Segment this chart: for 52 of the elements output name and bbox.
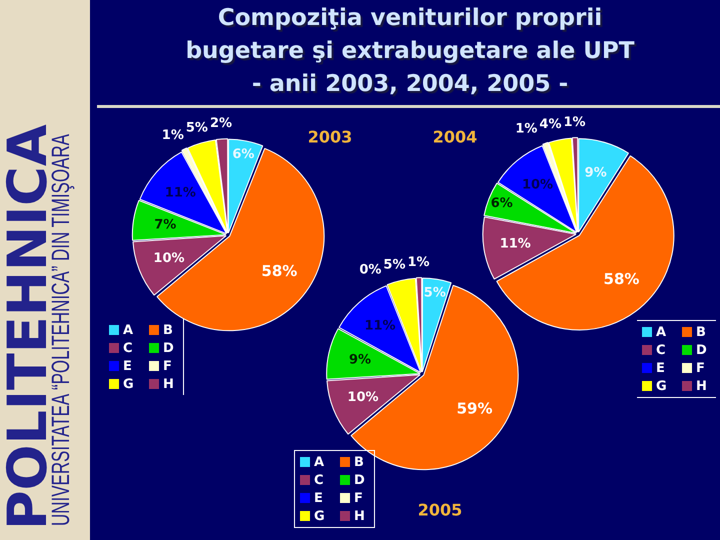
- data-label: 11%: [364, 318, 396, 334]
- legend-label: D: [354, 472, 365, 488]
- legend-label: F: [354, 490, 363, 506]
- legend-label: B: [354, 454, 364, 470]
- data-label: 11%: [164, 185, 196, 200]
- data-label: 58%: [604, 270, 640, 288]
- legend-label: F: [163, 358, 172, 374]
- data-label: 7%: [154, 217, 176, 232]
- legend-label: E: [123, 358, 132, 374]
- legend-label: C: [314, 472, 324, 488]
- data-label: 5%: [186, 120, 208, 136]
- legend-label: H: [354, 508, 365, 524]
- data-label: 59%: [456, 400, 492, 418]
- data-label: 1%: [563, 114, 586, 130]
- data-label: 9%: [584, 165, 607, 180]
- data-label: 10%: [522, 177, 554, 192]
- legend-label: D: [163, 340, 174, 356]
- text: 0%: [359, 262, 382, 278]
- legend-label: B: [696, 324, 706, 340]
- data-label: 4%: [539, 116, 562, 132]
- data-label: 6%: [490, 196, 513, 212]
- data-label: 5%: [424, 285, 446, 300]
- legend-label: G: [314, 508, 325, 524]
- data-label: 5%: [383, 258, 406, 273]
- text: 2005: [418, 500, 462, 520]
- legend-label: C: [123, 340, 133, 356]
- text: Compoziţia veniturilor proprii bugetare şi extrabugetare ale UPT - anii 2003, 2004, 2005 -: [184, 4, 636, 99]
- legend-label: A: [656, 324, 666, 340]
- legend-label: D: [696, 342, 707, 358]
- legend-label: H: [696, 378, 707, 394]
- data-label: 1%: [515, 121, 538, 136]
- legend-label: E: [656, 360, 665, 376]
- data-label: 6%: [232, 146, 254, 162]
- data-label: 1%: [162, 128, 184, 144]
- data-label: 10%: [347, 390, 379, 405]
- legend-label: E: [314, 490, 323, 506]
- legend-label: A: [314, 454, 324, 470]
- legend-label: F: [696, 360, 705, 376]
- legend-label: C: [656, 342, 666, 358]
- text: 2004: [432, 128, 478, 146]
- legend-label: A: [123, 322, 134, 338]
- legend-label: B: [163, 322, 173, 338]
- data-label: 9%: [348, 352, 372, 368]
- data-label: 58%: [261, 262, 298, 280]
- data-label: 1%: [407, 254, 430, 270]
- data-label: 10%: [153, 250, 185, 266]
- legend-label: G: [656, 378, 667, 394]
- text: 2003: [308, 128, 352, 146]
- legend-label: H: [163, 376, 174, 392]
- legend-label: G: [123, 376, 134, 392]
- data-label: 2%: [210, 116, 232, 132]
- data-label: 11%: [500, 236, 531, 252]
